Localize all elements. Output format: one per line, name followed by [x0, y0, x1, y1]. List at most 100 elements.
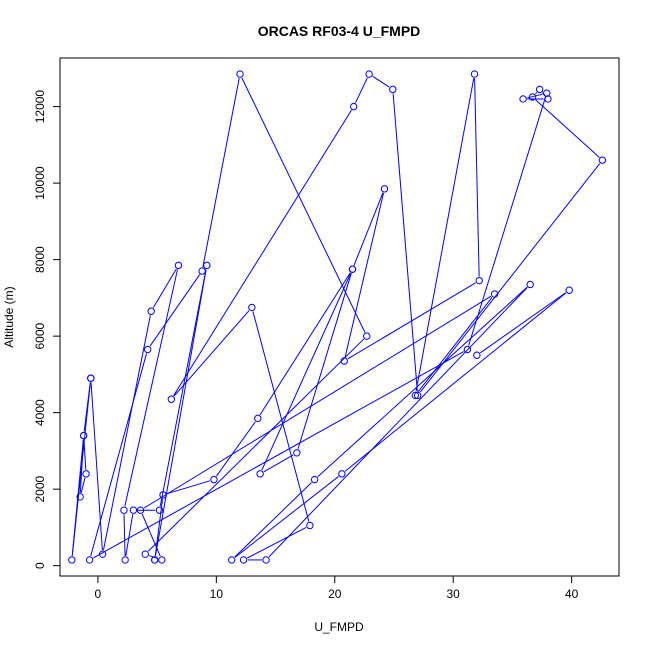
data-point	[98, 550, 107, 558]
series-segment	[71, 382, 91, 556]
series-segment	[93, 351, 464, 559]
data-point	[463, 345, 472, 354]
data-point	[76, 493, 84, 501]
data-point	[535, 85, 544, 94]
series-segment	[90, 382, 103, 551]
series-segment	[216, 421, 256, 477]
y-tick-label: 12000	[33, 90, 47, 124]
series-segment	[123, 514, 126, 556]
series-segment	[149, 274, 201, 347]
data-point	[528, 93, 537, 101]
series-segment	[344, 192, 385, 358]
data-point	[306, 521, 314, 530]
series-segment	[152, 268, 177, 308]
data-point	[565, 286, 573, 294]
x-axis: 0 10 20 30 40	[95, 575, 579, 601]
series-segment	[419, 163, 601, 393]
series-segment	[202, 78, 240, 268]
data-point	[68, 556, 76, 564]
data-point	[141, 550, 149, 558]
series-segment	[247, 526, 307, 559]
series-segment	[392, 93, 418, 392]
series-segment	[297, 273, 352, 449]
series-segment	[147, 338, 365, 552]
data-point	[147, 307, 155, 315]
data-point	[363, 332, 371, 340]
y-tick-label: 10000	[33, 166, 47, 200]
series-segment	[480, 292, 567, 354]
y-axis-label: Altitude (m)	[2, 286, 16, 347]
series-segment	[124, 269, 179, 507]
data-point	[475, 276, 483, 285]
data-point	[519, 95, 527, 103]
series-segment	[154, 269, 207, 556]
series-segment	[344, 292, 567, 472]
series-segment	[261, 272, 352, 471]
data-point	[544, 95, 552, 103]
series-segment	[102, 315, 151, 551]
data-point	[248, 303, 256, 312]
data-point	[82, 470, 90, 478]
data-point	[526, 280, 534, 289]
data-point	[470, 70, 479, 78]
series-segment	[535, 99, 600, 158]
series-segment	[143, 295, 492, 509]
data-point	[338, 470, 346, 478]
y-tick-label: 0	[33, 562, 47, 569]
plot-area	[68, 70, 607, 564]
y-tick-label: 4000	[33, 399, 47, 426]
x-axis-label: U_FMPD	[314, 620, 364, 634]
series-segment	[173, 310, 250, 397]
data-point	[473, 351, 481, 359]
series-segment	[234, 476, 339, 558]
x-tick-label: 20	[328, 587, 342, 601]
chart-title: ORCAS RF03-4 U_FMPD	[258, 23, 421, 39]
series-segment	[417, 297, 493, 393]
data-point	[159, 491, 167, 499]
series-segment	[468, 97, 546, 346]
data-point	[79, 431, 88, 440]
series-segment	[159, 269, 207, 507]
data-point	[228, 556, 236, 564]
data-point	[239, 556, 248, 564]
series-segment	[141, 513, 161, 557]
series-segment	[535, 92, 538, 95]
y-tick-label: 8000	[33, 246, 47, 273]
data-point	[254, 414, 262, 423]
data-point	[120, 506, 128, 514]
series-segment	[252, 311, 310, 522]
series-segment	[372, 75, 390, 88]
data-point	[236, 70, 244, 78]
plot-frame	[59, 57, 620, 577]
data-point	[167, 395, 176, 403]
series-segment	[263, 454, 294, 473]
series-segment	[415, 78, 475, 392]
data-point	[151, 556, 159, 564]
data-point	[87, 374, 95, 382]
series-segment	[317, 286, 528, 478]
data-point	[121, 556, 129, 564]
data-point	[210, 475, 218, 484]
series-segment	[234, 482, 312, 558]
data-point	[350, 102, 358, 111]
data-point	[598, 156, 607, 164]
y-axis: 0 2000 4000 6000 8000 10000 12000	[33, 90, 61, 569]
data-point	[136, 506, 145, 514]
data-point	[198, 267, 206, 275]
series	[68, 70, 607, 564]
data-point	[174, 261, 183, 270]
series-segment	[353, 192, 384, 266]
series-segment	[173, 109, 352, 396]
data-point	[389, 85, 397, 94]
series-segment	[125, 514, 134, 556]
series-segment	[268, 287, 528, 558]
data-point	[143, 345, 152, 354]
data-point	[310, 475, 319, 484]
x-tick-label: 40	[565, 587, 579, 601]
y-tick-label: 6000	[33, 322, 47, 349]
x-tick-label: 10	[210, 587, 224, 601]
x-tick-label: 30	[447, 587, 461, 601]
series-segment	[259, 272, 351, 416]
series-segment	[90, 353, 148, 557]
